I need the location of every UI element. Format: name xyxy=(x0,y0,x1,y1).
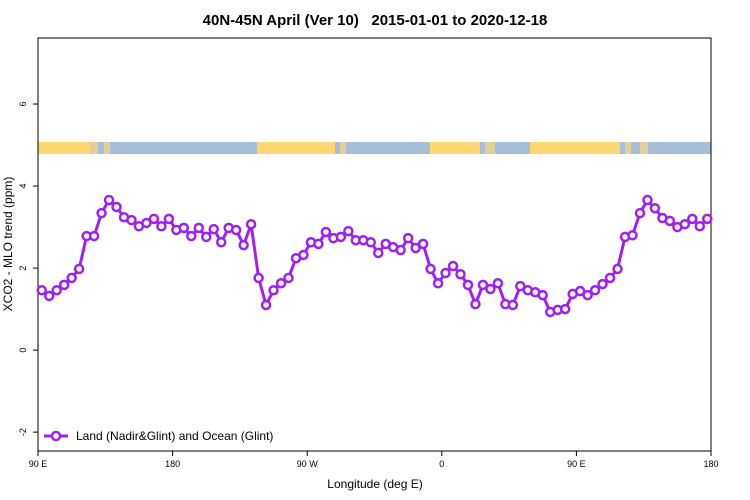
point xyxy=(402,232,414,244)
point xyxy=(485,283,496,295)
point xyxy=(66,272,77,284)
point xyxy=(410,242,421,254)
point xyxy=(215,236,227,248)
land-ocean-band xyxy=(38,142,711,154)
y-tick-label: 6 xyxy=(18,102,28,107)
point xyxy=(395,244,406,256)
point xyxy=(372,247,384,259)
point xyxy=(589,284,601,296)
plot-frame xyxy=(37,37,712,452)
point xyxy=(447,260,459,272)
point xyxy=(58,279,70,291)
point xyxy=(320,226,332,238)
point xyxy=(141,217,152,229)
point xyxy=(193,222,205,234)
point xyxy=(201,231,212,243)
point xyxy=(163,213,175,225)
chart-title: 40N-45N April (Ver 10) 2015-01-01 to 202… xyxy=(203,12,548,29)
point xyxy=(283,272,294,284)
point xyxy=(597,278,608,290)
point xyxy=(178,222,190,234)
point xyxy=(245,218,257,230)
point xyxy=(627,230,638,241)
point xyxy=(604,272,616,284)
point xyxy=(298,249,309,261)
point xyxy=(462,279,474,291)
x-tick-label: 180 xyxy=(165,459,180,469)
point xyxy=(88,230,100,242)
point xyxy=(51,284,62,296)
point xyxy=(111,201,122,213)
legend-marker xyxy=(50,430,62,442)
point xyxy=(313,238,324,250)
point xyxy=(126,214,137,226)
point xyxy=(186,230,197,242)
x-tick-label: 90 E xyxy=(567,459,586,469)
point xyxy=(515,280,526,292)
point xyxy=(537,289,548,301)
point xyxy=(73,263,85,275)
point xyxy=(582,289,593,301)
point xyxy=(156,220,167,232)
y-tick-label: 0 xyxy=(18,348,28,353)
x-tick-label: 90 E xyxy=(29,459,48,469)
point xyxy=(702,213,713,225)
point xyxy=(253,272,264,284)
point xyxy=(230,224,242,236)
point xyxy=(96,207,107,219)
point xyxy=(649,202,661,214)
point xyxy=(43,290,55,302)
y-tick-label: 4 xyxy=(18,184,28,189)
point xyxy=(425,263,436,275)
y-tick-label: 2 xyxy=(18,266,28,271)
point xyxy=(642,194,653,206)
point xyxy=(36,284,47,296)
point xyxy=(477,279,489,291)
point xyxy=(208,223,219,235)
point xyxy=(432,278,444,289)
x-tick-label: 0 xyxy=(439,459,444,469)
point xyxy=(335,231,347,243)
point xyxy=(260,299,272,311)
point xyxy=(268,284,279,296)
point xyxy=(148,213,160,225)
point xyxy=(634,207,646,219)
point xyxy=(275,278,287,289)
point xyxy=(238,239,249,251)
y-axis-label: XCO2 - MLO trend (ppm) xyxy=(1,177,15,312)
point xyxy=(664,215,676,227)
point xyxy=(440,267,451,279)
y-tick-label: -2 xyxy=(18,428,28,436)
point xyxy=(343,225,354,237)
point xyxy=(455,268,466,280)
legend-label: Land (Nadir&Glint) and Ocean (Glint) xyxy=(76,429,273,443)
x-axis-label: Longitude (deg E) xyxy=(327,477,422,491)
point xyxy=(574,285,586,297)
x-tick-label: 180 xyxy=(703,459,718,469)
point xyxy=(694,220,706,232)
point xyxy=(103,194,115,206)
point xyxy=(417,238,429,250)
x-tick-label: 90 W xyxy=(297,459,319,469)
point xyxy=(365,236,377,248)
point xyxy=(612,263,623,275)
point xyxy=(559,303,571,315)
point xyxy=(470,298,481,310)
point xyxy=(679,218,691,230)
point xyxy=(492,278,504,289)
point xyxy=(507,299,519,311)
point xyxy=(687,213,698,225)
